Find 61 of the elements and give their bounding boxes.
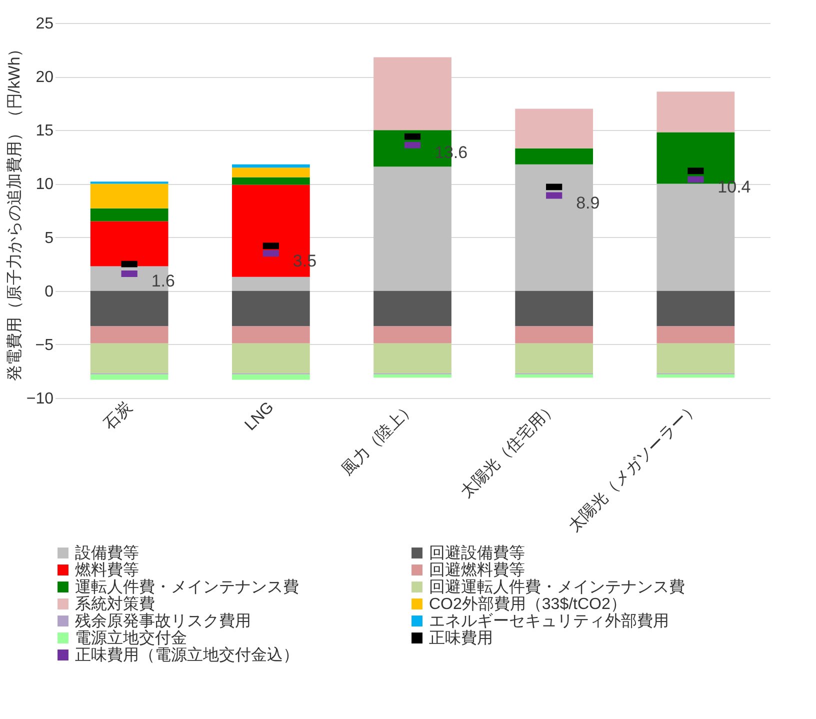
bar bbox=[90, 221, 168, 266]
bar bbox=[656, 343, 735, 374]
x-tick-label: 石炭 bbox=[100, 398, 136, 434]
bar bbox=[656, 290, 735, 326]
data-label: 8.9 bbox=[576, 194, 600, 212]
bar bbox=[232, 343, 310, 374]
bar bbox=[515, 148, 594, 164]
legend-label: 回避燃料費等 bbox=[429, 561, 525, 579]
legend-label: 回避運転人件費・メインテナンス費 bbox=[429, 578, 685, 596]
y-tick-label: 25 bbox=[36, 16, 54, 32]
legend-label: 運転人件費・メインテナンス費 bbox=[75, 578, 299, 596]
bar bbox=[374, 290, 452, 326]
y-tick-label: 10 bbox=[36, 176, 54, 194]
x-tick-label: 太陽光（住宅用） bbox=[457, 398, 560, 502]
legend-label: 正味費用（電源立地交付金込） bbox=[75, 646, 299, 664]
y-tick-label: 0 bbox=[44, 283, 54, 300]
bar bbox=[656, 374, 735, 378]
data-label: 10.4 bbox=[718, 177, 751, 196]
bar bbox=[515, 343, 594, 374]
y-tick-label: −5 bbox=[35, 336, 54, 354]
bar bbox=[374, 57, 452, 130]
bar bbox=[515, 326, 594, 344]
bar bbox=[232, 290, 310, 326]
data-label: 1.6 bbox=[151, 272, 175, 291]
bar bbox=[90, 326, 168, 344]
bar bbox=[374, 374, 452, 378]
legend-label: 燃料費等 bbox=[75, 561, 139, 579]
bar bbox=[90, 343, 168, 374]
y-tick-label: 20 bbox=[36, 69, 54, 86]
bar bbox=[232, 276, 310, 291]
legend-label: 回避設備費等 bbox=[429, 544, 525, 562]
bar bbox=[374, 343, 452, 374]
bar bbox=[232, 374, 310, 380]
legend-label: CO2外部費用（33$/tCO2） bbox=[429, 595, 626, 613]
bar bbox=[90, 374, 168, 380]
bar bbox=[90, 290, 168, 326]
bar bbox=[515, 108, 594, 148]
bar bbox=[90, 184, 168, 208]
bar bbox=[374, 166, 452, 291]
legend-label: 残余原発事故リスク費用 bbox=[75, 612, 251, 630]
bar bbox=[232, 177, 310, 185]
bar bbox=[515, 290, 594, 326]
bar bbox=[515, 374, 594, 378]
legend-label: 電源立地交付金 bbox=[75, 629, 187, 647]
legend-label: 系統対策費 bbox=[75, 595, 155, 613]
legend-label: 設備費等 bbox=[75, 544, 139, 562]
bar bbox=[90, 208, 168, 222]
y-tick-label: 15 bbox=[36, 122, 54, 140]
bar bbox=[656, 326, 735, 344]
legend-label: エネルギーセキュリティ外部費用 bbox=[429, 612, 669, 630]
y-tick-label: 5 bbox=[44, 230, 54, 247]
bar bbox=[232, 164, 310, 168]
y-tick-label: −10 bbox=[26, 390, 54, 408]
bar bbox=[374, 326, 452, 344]
bar bbox=[232, 168, 310, 178]
y-axis-title: 発電費用（原子力からの追加費用）（円/kWh） bbox=[5, 40, 24, 382]
legend-label: 正味費用 bbox=[429, 629, 493, 647]
x-tick-label: 風力（陸上） bbox=[338, 398, 419, 479]
bar bbox=[232, 326, 310, 344]
bar bbox=[656, 92, 735, 132]
x-tick-label: 太陽光（メガソーラー） bbox=[564, 398, 702, 536]
